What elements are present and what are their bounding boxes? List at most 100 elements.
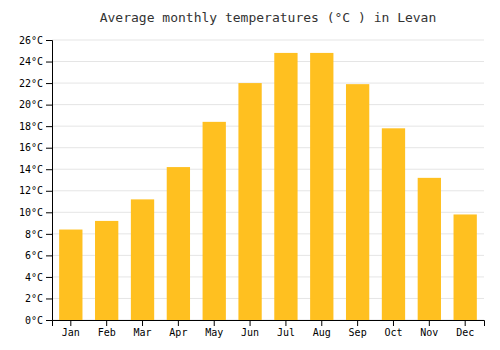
tick-mark (429, 320, 430, 326)
tick-label: 4°C (25, 272, 43, 283)
tick-label: Sep (349, 327, 367, 338)
tick-label: Jul (277, 327, 295, 338)
tick-mark (46, 255, 52, 256)
tick: 22°C (19, 78, 52, 89)
grid-line (52, 83, 484, 84)
x-axis: Jan Feb Mar Apr May Jun Jul Aug Sep Oct Nov Dec (53, 320, 485, 338)
bar (95, 221, 118, 320)
tick-mark (465, 320, 466, 326)
tick-mark (142, 320, 143, 326)
bar (167, 167, 190, 320)
tick-label: 8°C (25, 229, 43, 240)
bar (238, 83, 261, 320)
tick-mark (46, 212, 52, 213)
title: Average monthly temperatures (°C ) in Le… (100, 10, 437, 25)
tick: Sep (349, 320, 367, 338)
tick-mark (106, 320, 107, 326)
tick: Mar (133, 320, 151, 338)
tick: Jul (277, 320, 295, 338)
tick-mark (46, 105, 52, 106)
bar (59, 230, 82, 320)
tick-mark (46, 40, 52, 41)
grid-line (52, 147, 484, 148)
tick-mark (250, 320, 251, 326)
tick-label: 16°C (19, 142, 43, 153)
y-axis: 0°C 2°C 4°C 6°C 8°C 10°C 12°C 14°C 16°C 18°C 20°C 2… (19, 35, 53, 326)
tick: 16°C (19, 142, 52, 153)
tick-mark (70, 320, 71, 326)
bar (203, 122, 226, 320)
tick-mark (46, 148, 52, 149)
tick-label: 0°C (25, 315, 43, 326)
tick: 0°C (25, 315, 52, 326)
tick-label: 2°C (25, 293, 43, 304)
tick: Feb (98, 320, 116, 338)
tick: 18°C (19, 121, 52, 132)
tick: 4°C (25, 272, 52, 283)
tick-label: Jun (241, 327, 259, 338)
tick: May (205, 320, 223, 338)
bar (382, 128, 405, 320)
tick-mark (357, 320, 358, 326)
tick-label: 12°C (19, 185, 43, 196)
tick-mark (46, 234, 52, 235)
grid-line (52, 61, 484, 62)
tick-label: 18°C (19, 121, 43, 132)
tick: Apr (169, 320, 187, 338)
tick-label: 14°C (19, 164, 43, 175)
tick-label: 26°C (19, 35, 43, 46)
tick-mark (46, 83, 52, 84)
tick-label: Jan (62, 327, 80, 338)
bar (310, 53, 333, 320)
plot: 0°C 2°C 4°C 6°C 8°C 10°C 12°C 14°C 16°C 18°C 20°C 2… (19, 35, 485, 338)
tick-mark (46, 62, 52, 63)
tick: Dec (456, 320, 474, 338)
tick-mark (46, 126, 52, 127)
bar (418, 178, 441, 320)
tick: Jan (62, 320, 80, 338)
grid (52, 40, 484, 320)
grid-line (52, 104, 484, 105)
tick: 24°C (19, 56, 52, 67)
tick-label: May (205, 327, 223, 338)
bar (274, 53, 297, 320)
grid-line (52, 169, 484, 170)
tick: Oct (384, 320, 402, 338)
tick-mark (46, 169, 52, 170)
tick: 14°C (19, 164, 52, 175)
tick-label: 20°C (19, 99, 43, 110)
bar (131, 199, 154, 320)
tick: Aug (313, 320, 331, 338)
grid-line (52, 126, 484, 127)
tick: 6°C (25, 250, 52, 261)
tick-label: Oct (384, 327, 402, 338)
tick-label: 6°C (25, 250, 43, 261)
bars (59, 53, 477, 320)
tick-label: Apr (169, 327, 187, 338)
tick: Jun (241, 320, 259, 338)
tick-mark (46, 320, 52, 321)
tick: 8°C (25, 229, 52, 240)
tick: 20°C (19, 99, 52, 110)
tick: 10°C (19, 207, 52, 218)
tick-label: 10°C (19, 207, 43, 218)
grid-line (52, 40, 484, 41)
tick: Nov (420, 320, 438, 338)
tick-mark (46, 298, 52, 299)
tick-mark (214, 320, 215, 326)
tick-label: Mar (133, 327, 151, 338)
tick-mark (178, 320, 179, 326)
axis-line (46, 41, 53, 321)
bar (454, 214, 477, 320)
tick-label: Nov (420, 327, 438, 338)
tick-mark (393, 320, 394, 326)
chart: Average monthly temperatures (°C ) in Le… (0, 0, 500, 350)
axis-line (53, 321, 485, 327)
tick-label: 22°C (19, 78, 43, 89)
bar (346, 84, 369, 320)
tick-mark (46, 277, 52, 278)
tick-label: Feb (98, 327, 116, 338)
tick-label: Dec (456, 327, 474, 338)
tick-label: 24°C (19, 56, 43, 67)
tick-mark (285, 320, 286, 326)
